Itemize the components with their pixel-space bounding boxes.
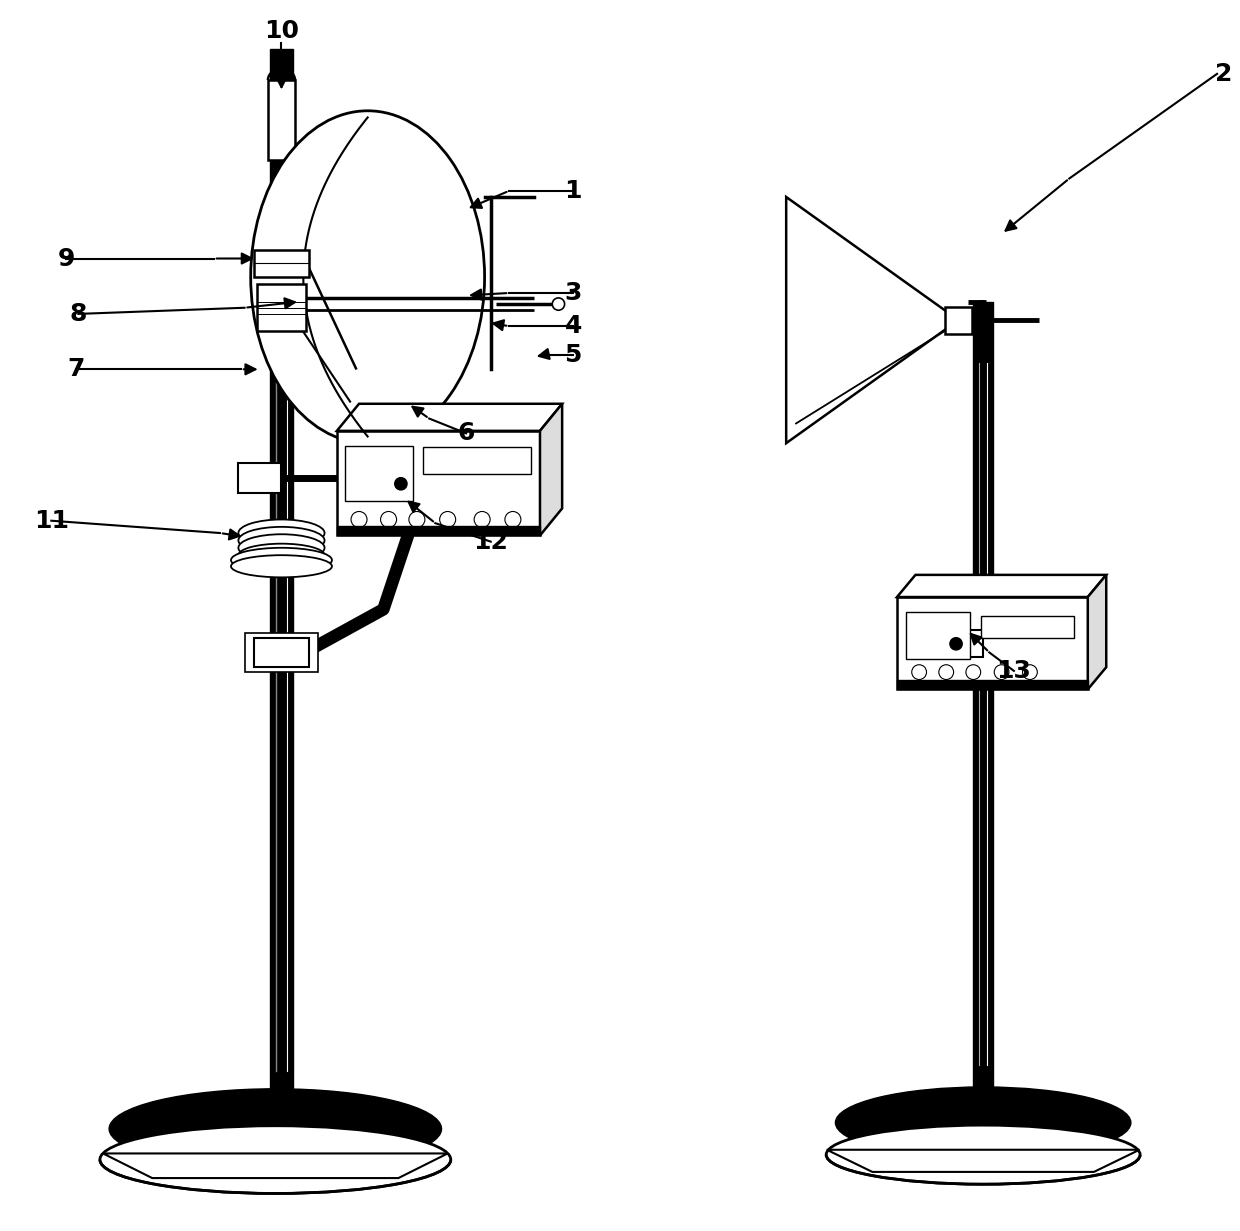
Circle shape xyxy=(505,512,521,528)
Text: 8: 8 xyxy=(69,302,87,326)
Bar xyxy=(337,526,539,535)
Text: 6: 6 xyxy=(458,421,475,446)
Polygon shape xyxy=(786,197,959,443)
Polygon shape xyxy=(337,404,562,431)
Circle shape xyxy=(351,512,367,528)
Bar xyxy=(346,446,413,501)
Bar xyxy=(337,431,539,535)
Ellipse shape xyxy=(238,534,325,561)
Bar xyxy=(238,463,281,492)
Text: 2: 2 xyxy=(1214,62,1231,86)
Circle shape xyxy=(409,512,425,528)
Circle shape xyxy=(381,512,397,528)
Circle shape xyxy=(552,298,564,310)
Ellipse shape xyxy=(231,548,332,572)
Polygon shape xyxy=(1087,575,1106,689)
Bar xyxy=(254,638,309,667)
Circle shape xyxy=(440,512,455,528)
Ellipse shape xyxy=(238,544,325,566)
Text: 10: 10 xyxy=(264,18,299,43)
Polygon shape xyxy=(897,575,1106,597)
Bar xyxy=(423,447,532,474)
Circle shape xyxy=(1023,665,1038,680)
Polygon shape xyxy=(103,1153,448,1178)
Ellipse shape xyxy=(238,527,325,554)
Bar xyxy=(257,284,306,331)
Bar xyxy=(973,302,993,1126)
Text: 7: 7 xyxy=(67,357,84,382)
Bar xyxy=(244,633,319,672)
Text: 11: 11 xyxy=(33,508,68,533)
Bar xyxy=(268,80,295,160)
Text: 3: 3 xyxy=(564,281,582,305)
Text: 9: 9 xyxy=(57,246,74,271)
Bar xyxy=(946,630,983,657)
Ellipse shape xyxy=(826,1125,1140,1184)
Text: 5: 5 xyxy=(564,342,582,367)
Bar xyxy=(945,307,972,334)
Circle shape xyxy=(394,478,407,490)
Ellipse shape xyxy=(109,1089,441,1169)
Circle shape xyxy=(994,665,1009,680)
Circle shape xyxy=(939,665,954,680)
Circle shape xyxy=(950,638,962,650)
Text: 12: 12 xyxy=(474,529,508,554)
Text: 13: 13 xyxy=(997,659,1032,683)
Ellipse shape xyxy=(238,519,325,547)
Text: 1: 1 xyxy=(564,178,582,203)
Text: 4: 4 xyxy=(564,314,582,339)
Bar xyxy=(897,680,1087,689)
Ellipse shape xyxy=(250,111,485,443)
Circle shape xyxy=(911,665,926,680)
Bar xyxy=(981,616,1074,638)
Ellipse shape xyxy=(231,555,332,577)
Bar xyxy=(270,49,293,1133)
Polygon shape xyxy=(539,404,562,535)
Ellipse shape xyxy=(100,1125,450,1194)
Circle shape xyxy=(474,512,490,528)
Polygon shape xyxy=(827,1150,1140,1172)
Ellipse shape xyxy=(836,1087,1131,1158)
Circle shape xyxy=(966,665,981,680)
Bar xyxy=(254,250,309,277)
Bar xyxy=(905,612,970,659)
Bar xyxy=(897,597,1087,689)
